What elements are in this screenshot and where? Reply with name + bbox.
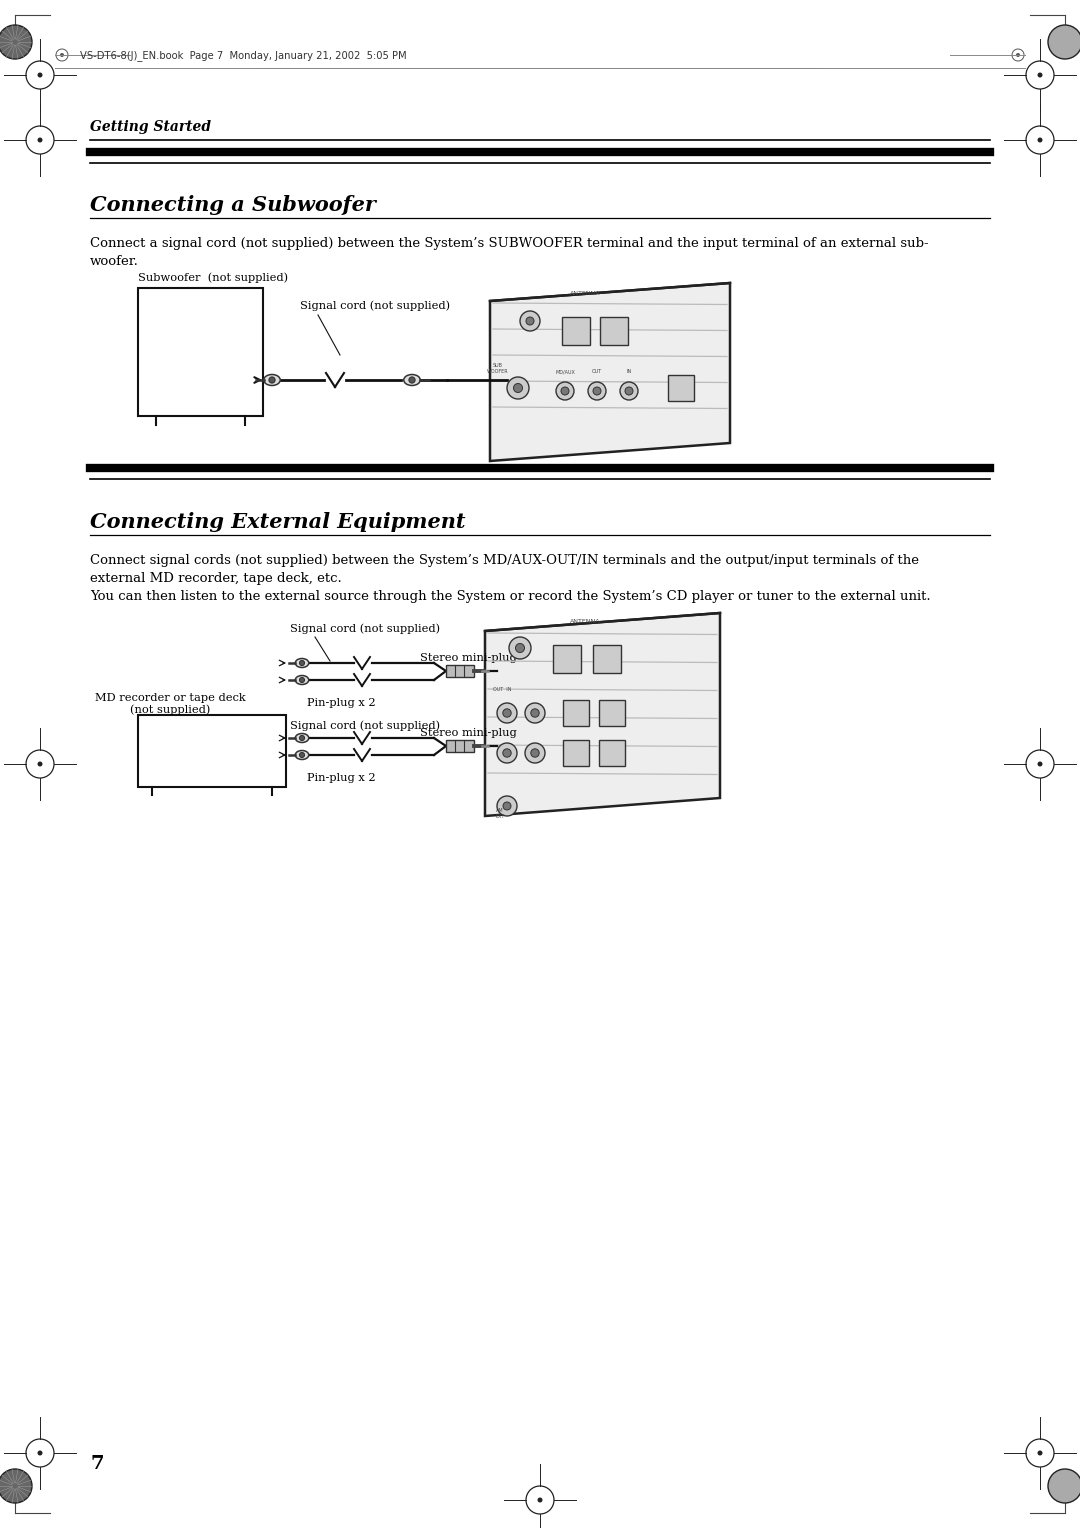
Circle shape — [530, 749, 539, 758]
Ellipse shape — [295, 659, 309, 668]
Text: OUT  IN: OUT IN — [492, 688, 512, 692]
Text: Connect signal cords (not supplied) between the System’s MD/AUX-OUT/IN terminals: Connect signal cords (not supplied) betw… — [90, 555, 919, 567]
Text: Getting Started: Getting Started — [90, 121, 211, 134]
Circle shape — [526, 316, 534, 325]
Circle shape — [299, 735, 305, 741]
Bar — [599, 700, 625, 726]
Circle shape — [620, 382, 638, 400]
Circle shape — [299, 677, 305, 683]
Circle shape — [38, 72, 42, 78]
Text: AM
EXT: AM EXT — [496, 808, 504, 819]
Circle shape — [497, 703, 517, 723]
Circle shape — [509, 637, 531, 659]
Text: Stereo mini-plug: Stereo mini-plug — [420, 727, 516, 738]
Text: 7: 7 — [90, 1455, 104, 1473]
Text: Connect a signal cord (not supplied) between the System’s SUBWOOFER terminal and: Connect a signal cord (not supplied) bet… — [90, 237, 929, 251]
Text: woofer.: woofer. — [90, 255, 139, 267]
Bar — [563, 700, 589, 726]
Circle shape — [519, 312, 540, 332]
Circle shape — [1048, 1468, 1080, 1504]
Text: Pin-plug x 2: Pin-plug x 2 — [307, 773, 376, 782]
Text: Subwoofer  (not supplied): Subwoofer (not supplied) — [138, 272, 288, 283]
Polygon shape — [485, 613, 720, 816]
Ellipse shape — [295, 675, 309, 685]
Ellipse shape — [264, 374, 280, 385]
Text: Connecting External Equipment: Connecting External Equipment — [90, 512, 465, 532]
Circle shape — [525, 703, 545, 723]
Circle shape — [299, 752, 305, 758]
Circle shape — [513, 384, 523, 393]
Circle shape — [515, 643, 525, 652]
Circle shape — [561, 387, 569, 396]
Bar — [446, 665, 474, 677]
Circle shape — [269, 377, 275, 384]
Circle shape — [625, 387, 633, 396]
Text: Connecting a Subwoofer: Connecting a Subwoofer — [90, 196, 376, 215]
Circle shape — [1038, 138, 1042, 142]
Text: external MD recorder, tape deck, etc.: external MD recorder, tape deck, etc. — [90, 571, 341, 585]
Text: Stereo mini-plug: Stereo mini-plug — [420, 652, 516, 663]
Circle shape — [507, 377, 529, 399]
Circle shape — [1038, 72, 1042, 78]
Circle shape — [1038, 761, 1042, 767]
Text: ANTENNA: ANTENNA — [570, 290, 600, 296]
Circle shape — [38, 761, 42, 767]
Bar — [138, 715, 286, 787]
Text: Signal cord (not supplied): Signal cord (not supplied) — [291, 623, 441, 634]
Ellipse shape — [295, 733, 309, 743]
Circle shape — [1048, 24, 1080, 60]
Text: Pin-plug x 2: Pin-plug x 2 — [307, 698, 376, 707]
Text: MD recorder or tape deck
(not supplied): MD recorder or tape deck (not supplied) — [95, 694, 245, 715]
Polygon shape — [490, 283, 730, 461]
Circle shape — [503, 802, 511, 810]
Bar — [446, 740, 474, 752]
Bar — [593, 645, 621, 672]
Circle shape — [588, 382, 606, 400]
Bar — [599, 740, 625, 766]
Circle shape — [525, 743, 545, 762]
Circle shape — [0, 1468, 32, 1504]
Circle shape — [409, 377, 415, 384]
Circle shape — [556, 382, 573, 400]
Circle shape — [299, 660, 305, 666]
Text: VS-DT6-8(J)_EN.book  Page 7  Monday, January 21, 2002  5:05 PM: VS-DT6-8(J)_EN.book Page 7 Monday, Janua… — [80, 50, 407, 61]
Bar — [669, 374, 694, 400]
Bar — [138, 287, 264, 416]
Bar — [562, 316, 590, 345]
Ellipse shape — [295, 750, 309, 759]
Circle shape — [60, 53, 64, 57]
Text: MD/AUX: MD/AUX — [555, 368, 575, 374]
Bar — [563, 740, 589, 766]
Circle shape — [497, 743, 517, 762]
Text: ANTENNA: ANTENNA — [570, 619, 600, 623]
Text: You can then listen to the external source through the System or record the Syst: You can then listen to the external sour… — [90, 590, 931, 604]
Circle shape — [0, 24, 32, 60]
Circle shape — [503, 749, 511, 758]
Text: IN: IN — [626, 368, 632, 374]
Circle shape — [1038, 1450, 1042, 1456]
Circle shape — [38, 138, 42, 142]
Text: Signal cord (not supplied): Signal cord (not supplied) — [300, 299, 450, 310]
Text: OUT: OUT — [592, 368, 603, 374]
Ellipse shape — [404, 374, 420, 385]
Circle shape — [38, 1450, 42, 1456]
Bar — [553, 645, 581, 672]
Circle shape — [530, 709, 539, 717]
Circle shape — [503, 709, 511, 717]
Circle shape — [497, 796, 517, 816]
Text: SUB
WOOFER: SUB WOOFER — [487, 364, 509, 374]
Text: Signal cord (not supplied): Signal cord (not supplied) — [291, 720, 441, 730]
Circle shape — [538, 1497, 542, 1502]
Circle shape — [1016, 53, 1020, 57]
Circle shape — [593, 387, 600, 396]
Bar — [600, 316, 627, 345]
